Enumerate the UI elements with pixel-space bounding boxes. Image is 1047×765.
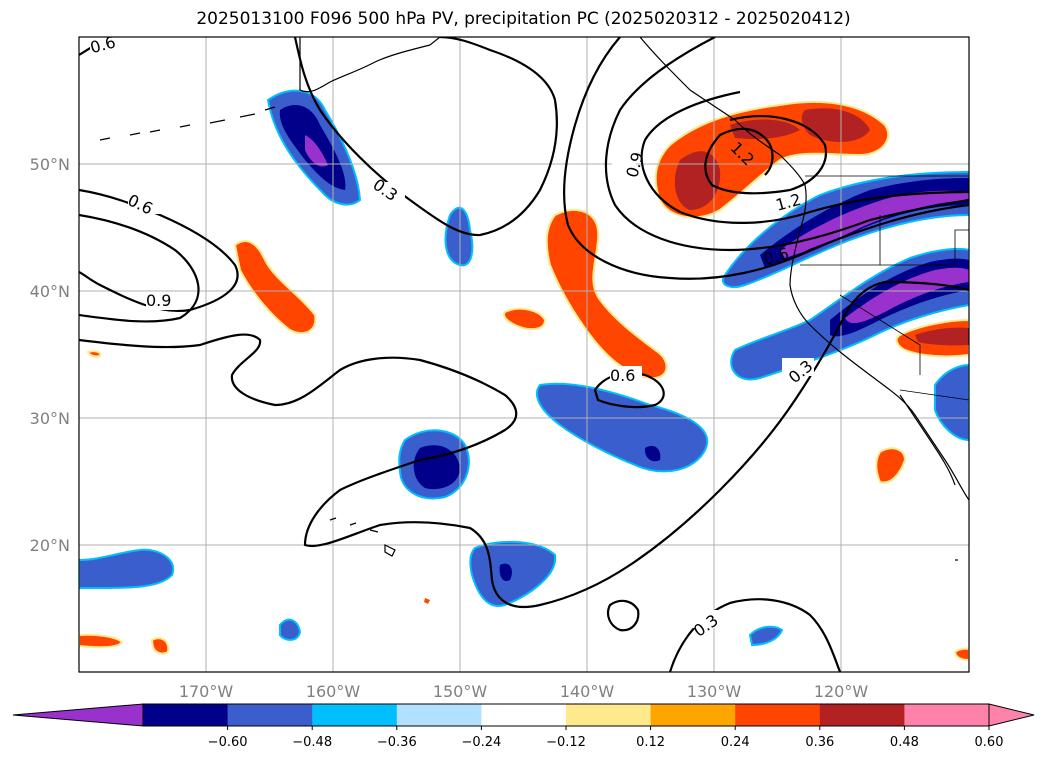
colorbar-extend-min — [12, 703, 144, 727]
pv-contour — [668, 598, 842, 672]
colorbar-extend-max — [988, 703, 1035, 727]
neg-anomaly-core — [644, 445, 661, 462]
colorbar-tick-label: 0.48 — [890, 735, 919, 750]
pos-anomaly-region — [953, 647, 969, 662]
hawaii-islands — [329, 517, 396, 557]
latitude-labels: 50°N 40°N 30°N 20°N — [30, 155, 70, 555]
lon-tick-label: 160°W — [306, 682, 361, 701]
colorbar-tick-label: −0.24 — [461, 735, 501, 750]
colorbar-segment — [396, 704, 482, 726]
boundaries — [800, 175, 969, 401]
neg-anomaly-region — [279, 618, 302, 641]
lon-tick-label: 170°W — [179, 682, 234, 701]
neg-anomaly-peak — [845, 267, 969, 324]
coastlines — [99, 37, 969, 561]
colorbar-segment — [227, 704, 313, 726]
neg-anomaly-region — [469, 540, 557, 607]
colorbar: −0.60 −0.48 −0.36 −0.24 −0.12 0.12 0.24 0.36 0.4… — [12, 703, 1035, 750]
colorbar-tick-label: 0.36 — [805, 735, 834, 750]
baja-coast — [899, 394, 956, 486]
neg-anomaly-region — [444, 206, 474, 267]
pv-contour — [604, 37, 969, 252]
colorbar-tick-label: 0.60 — [975, 735, 1004, 750]
pos-anomaly-region — [545, 209, 668, 380]
colorbar-segment — [143, 704, 229, 726]
aleutian-islands — [99, 106, 276, 141]
lon-tick-label: 130°W — [687, 682, 742, 701]
neg-anomaly-peak — [780, 190, 969, 258]
pv-contour — [704, 115, 828, 195]
pos-anomaly-region — [79, 633, 124, 649]
contour-label: 0.9 — [146, 291, 171, 310]
pv-contour — [640, 90, 969, 224]
colorbar-tick-label: 0.12 — [636, 735, 665, 750]
pos-anomaly-region — [233, 240, 317, 335]
pv-contour — [79, 280, 969, 609]
colorbar-tick-label: 0.24 — [721, 735, 750, 750]
pos-anomaly-region — [875, 447, 907, 484]
lat-tick-label: 50°N — [30, 155, 70, 174]
pos-anomaly-region — [86, 350, 102, 358]
colorbar-segment — [650, 704, 736, 726]
pos-anomaly-region — [150, 637, 170, 655]
neg-anomaly-region — [535, 382, 708, 473]
colorbar-segment — [481, 704, 567, 726]
colorbar-tick-label: −0.60 — [208, 735, 248, 750]
colorbar-segment — [566, 704, 652, 726]
neg-anomaly-region — [748, 625, 784, 647]
colorbar-segment — [735, 704, 821, 726]
pos-anomaly-core — [674, 151, 721, 210]
lon-tick-label: 140°W — [560, 682, 615, 701]
neg-anomaly-core — [413, 445, 460, 490]
map-title: 2025013100 F096 500 hPa PV, precipitatio… — [196, 9, 851, 29]
pos-anomaly-region — [424, 598, 430, 604]
pos-anomaly-core — [730, 119, 800, 140]
neg-anomaly-region — [79, 548, 175, 589]
pv-contour — [606, 599, 640, 632]
pos-anomaly-core — [801, 108, 870, 142]
lat-tick-label: 30°N — [30, 409, 70, 428]
northwest-coast — [639, 37, 969, 501]
lon-tick-label: 150°W — [433, 682, 488, 701]
neg-anomaly-peak — [305, 135, 328, 167]
colorbar-segment — [904, 704, 990, 726]
pos-anomaly-core — [915, 327, 969, 346]
alaska-coast — [299, 37, 441, 93]
lon-tick-label: 120°W — [814, 682, 869, 701]
pos-anomaly-region — [502, 307, 547, 331]
neg-anomaly-region — [934, 363, 969, 442]
lat-tick-label: 40°N — [30, 282, 70, 301]
neg-anomaly-core — [499, 563, 512, 582]
pv-contours — [79, 37, 969, 672]
contour-label: 0.6 — [610, 366, 635, 385]
pv-contour — [293, 37, 558, 237]
colorbar-segment — [312, 704, 398, 726]
lat-tick-label: 20°N — [30, 536, 70, 555]
colorbar-segment — [819, 704, 905, 726]
pv-contour — [79, 213, 200, 323]
colorbar-tick-label: −0.36 — [377, 735, 417, 750]
pv-contour — [562, 37, 969, 280]
colorbar-tick-label: −0.12 — [546, 735, 586, 750]
contour-label: 0.6 — [88, 32, 118, 57]
colorbar-tick-label: −0.48 — [292, 735, 332, 750]
map-frame — [78, 36, 970, 673]
longitude-labels: 170°W 160°W 150°W 140°W 130°W 120°W — [179, 682, 869, 701]
